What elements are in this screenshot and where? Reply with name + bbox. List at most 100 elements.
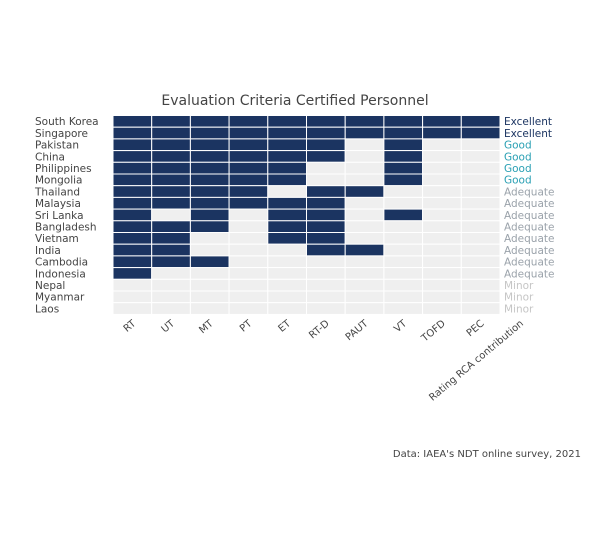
heatmap-cell [344,243,385,257]
heatmap-cell [151,126,191,140]
row-label: South Korea [35,116,99,128]
heatmap-cell [151,255,191,269]
column-label: MT [197,318,216,336]
row-label: Myanmar [35,292,85,304]
heatmap-cell [344,220,385,234]
heatmap-cell [112,173,153,187]
heatmap-cell [189,232,230,245]
heatmap-cell [267,208,307,222]
heatmap-cell [112,115,153,128]
column-label: ET [276,318,293,335]
rating-label: Adequate [504,186,554,198]
heatmap-cell [228,255,269,269]
heatmap-cell [112,232,153,245]
heatmap-cell [267,196,307,210]
heatmap-cell [228,196,269,210]
heatmap-cell [460,302,501,315]
row-label: Pakistan [35,140,79,152]
heatmap-cell [151,267,191,280]
heatmap-cell [344,150,385,163]
row-label: China [35,151,65,163]
heatmap-cell [383,208,424,222]
heatmap-cell [383,302,424,315]
heatmap-cell [306,232,346,245]
heatmap-cell [189,173,230,187]
heatmap-cell [344,185,385,198]
heatmap-cell [422,138,462,152]
rating-label: Adequate [504,221,554,233]
heatmap-cell [189,220,230,234]
rating-label: Minor [504,303,534,315]
heatmap-cell [267,232,307,245]
heatmap-cell [344,138,385,152]
heatmap-cell [460,196,501,210]
heatmap-cell [422,232,462,245]
heatmap-cell [422,290,462,304]
heatmap-cell [344,232,385,245]
heatmap-cell [460,161,501,175]
heatmap-cell [306,208,346,222]
heatmap-cell [112,220,153,234]
rating-label: Good [504,163,532,175]
heatmap-cell [267,255,307,269]
heatmap-cell [422,278,462,292]
row-label: Nepal [35,280,65,292]
rating-label: Good [504,175,532,187]
heatmap-cell [112,126,153,140]
heatmap-cell [112,255,153,269]
heatmap-cell [112,196,153,210]
row-label: India [35,245,61,257]
heatmap-cell [306,302,346,315]
heatmap-cell [228,150,269,163]
heatmap-cell [228,243,269,257]
heatmap-cell [189,208,230,222]
heatmap-cell [228,302,269,315]
heatmap-cell [112,243,153,257]
heatmap-cell [267,290,307,304]
heatmap-cell [422,185,462,198]
heatmap-cell [112,302,153,315]
heatmap-cell [383,150,424,163]
heatmap-cell [228,126,269,140]
heatmap-cell [189,150,230,163]
heatmap-cell [112,185,153,198]
heatmap-cell [306,161,346,175]
heatmap-cell [383,220,424,234]
heatmap-cell [228,208,269,222]
heatmap-cell [383,290,424,304]
heatmap-cell [383,185,424,198]
heatmap-cell [189,138,230,152]
heatmap-cell [344,278,385,292]
heatmap-cell [267,115,307,128]
chart-title: Evaluation Criteria Certified Personnel [161,93,428,109]
rating-label: Good [504,140,532,152]
data-source-note: Data: IAEA's NDT online survey, 2021 [393,449,581,460]
heatmap-cell [228,173,269,187]
heatmap-cell [344,161,385,175]
heatmap-cell [460,290,501,304]
heatmap-cell [306,267,346,280]
heatmap-cell [422,208,462,222]
rating-label: Good [504,151,532,163]
heatmap-cell [383,173,424,187]
row-label: Philippines [35,163,92,175]
heatmap-cell [189,278,230,292]
row-label: Malaysia [35,198,81,210]
row-label: Mongolia [35,175,83,187]
heatmap-cells [112,115,501,315]
heatmap-cell [344,290,385,304]
heatmap-cell [344,302,385,315]
heatmap-cell [112,290,153,304]
heatmap-cell [460,232,501,245]
heatmap-cell [267,150,307,163]
heatmap-cell [267,278,307,292]
row-label: Sri Lanka [35,210,84,222]
rating-label: Adequate [504,198,554,210]
rating-label: Excellent [504,116,552,128]
row-label: Singapore [35,128,88,140]
heatmap-cell [228,138,269,152]
heatmap-cell [112,150,153,163]
row-label: Vietnam [35,233,79,245]
heatmap-cell [344,208,385,222]
heatmap-cell [422,243,462,257]
